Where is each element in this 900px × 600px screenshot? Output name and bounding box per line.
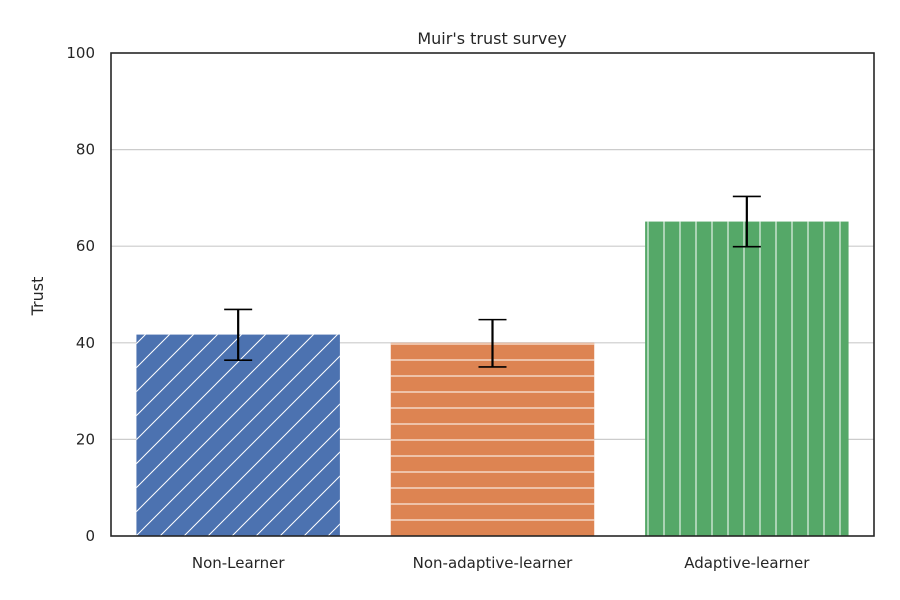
error-bars <box>224 195 761 368</box>
y-tick-labels: 0 20 40 60 80 100 <box>66 44 95 545</box>
bar-hatch <box>136 334 340 536</box>
chart-title: Muir's trust survey <box>417 29 566 48</box>
y-tick-label: 80 <box>76 141 95 159</box>
plot-frame <box>110 52 875 537</box>
x-tick-label: Adaptive-learner <box>684 554 810 572</box>
x-tick-label: Non-adaptive-learner <box>413 554 574 572</box>
y-tick-label: 40 <box>76 334 95 352</box>
y-tick-label: 20 <box>76 430 95 448</box>
x-tick-label: Non-Learner <box>192 554 285 572</box>
y-tick-label: 0 <box>85 527 95 545</box>
bar-hatch <box>645 221 849 536</box>
y-tick-label: 100 <box>66 44 95 62</box>
x-tick-labels: Non-Learner Non-adaptive-learner Adaptive-… <box>192 554 810 572</box>
bar-hatch <box>390 342 595 536</box>
y-tick-label: 60 <box>76 237 95 255</box>
bars <box>136 221 849 536</box>
y-axis-title: Trust <box>28 277 47 317</box>
